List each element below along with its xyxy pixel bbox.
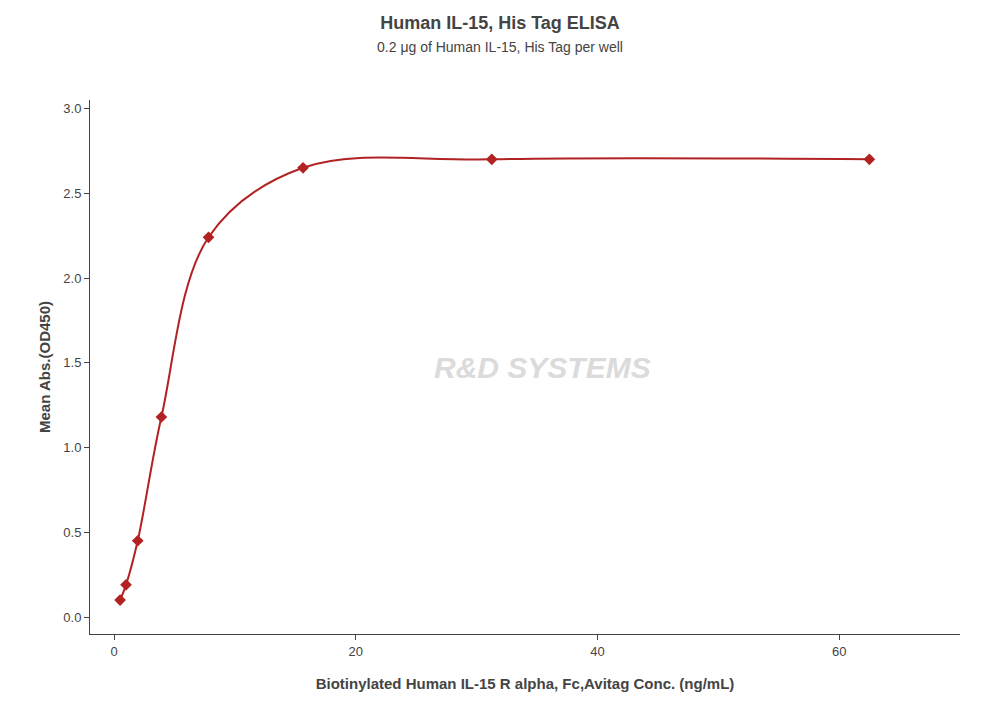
svg-text:2.0: 2.0 <box>63 271 81 286</box>
svg-text:0.0: 0.0 <box>63 610 81 625</box>
svg-text:3.0: 3.0 <box>63 101 81 116</box>
svg-text:0: 0 <box>111 644 118 659</box>
svg-text:1.0: 1.0 <box>63 440 81 455</box>
svg-text:R&D SYSTEMS: R&D SYSTEMS <box>434 351 651 384</box>
svg-text:60: 60 <box>832 644 846 659</box>
svg-text:Biotinylated Human IL-15 R alp: Biotinylated Human IL-15 R alpha, Fc,Avi… <box>316 675 735 692</box>
svg-text:0.5: 0.5 <box>63 525 81 540</box>
svg-text:2.5: 2.5 <box>63 186 81 201</box>
svg-text:20: 20 <box>349 644 363 659</box>
svg-text:Mean Abs.(OD450): Mean Abs.(OD450) <box>36 301 53 433</box>
svg-text:1.5: 1.5 <box>63 355 81 370</box>
svg-text:Human IL-15, His Tag ELISA0.2: Human IL-15, His Tag ELISA0.2 μg of Huma… <box>377 13 623 55</box>
svg-text:40: 40 <box>590 644 604 659</box>
